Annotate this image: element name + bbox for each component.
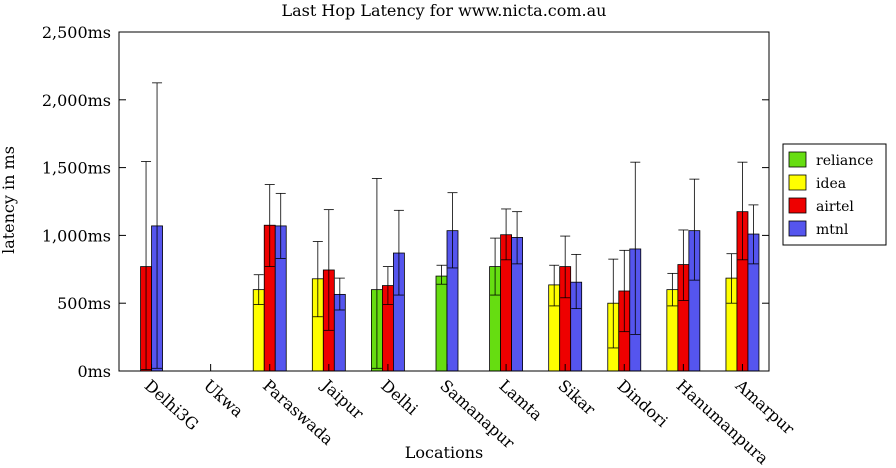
x-tick-label: Dindori: [614, 376, 672, 431]
y-tick-label: 500ms: [57, 294, 111, 313]
y-tick-label: 1,500ms: [42, 159, 111, 178]
y-tick-label: 2,000ms: [42, 91, 111, 110]
legend-swatch-mtnl: [788, 220, 807, 237]
legend-label-reliance: reliance: [816, 153, 873, 169]
legend-label-mtnl: mtnl: [816, 222, 849, 238]
y-axis-ticks: 0ms 500ms 1,000ms 1,500ms 2,000ms 2,500ms: [42, 23, 769, 381]
x-tick-label: Jaipur: [317, 375, 368, 424]
x-tick-label: Lamta: [495, 376, 546, 425]
plot-frame: [118, 31, 770, 372]
legend-swatch-airtel: [788, 197, 807, 214]
legend-label-airtel: airtel: [816, 199, 854, 215]
legend-swatch-reliance: [788, 151, 807, 168]
x-tick-label: Ukwa: [200, 376, 248, 421]
legend-label-idea: idea: [816, 176, 846, 192]
error-bars-group: [141, 82, 759, 371]
x-axis-label: Locations: [405, 443, 483, 462]
chart-title: Last Hop Latency for www.nicta.com.au: [282, 1, 607, 20]
bars-group: [140, 211, 760, 372]
y-tick-label: 0ms: [77, 362, 111, 381]
y-tick-label: 1,000ms: [42, 226, 111, 245]
y-axis-label: latency in ms: [0, 146, 18, 254]
y-tick-label: 2,500ms: [42, 23, 111, 42]
x-tick-label: Delhi: [377, 376, 422, 419]
bar-reliance-samanapur: [435, 275, 448, 372]
legend: reliance idea airtel mtnl: [782, 143, 887, 246]
x-tick-label: Delhi3G: [141, 376, 203, 434]
legend-swatch-idea: [788, 174, 807, 191]
x-tick-label: Sikar: [555, 376, 600, 419]
